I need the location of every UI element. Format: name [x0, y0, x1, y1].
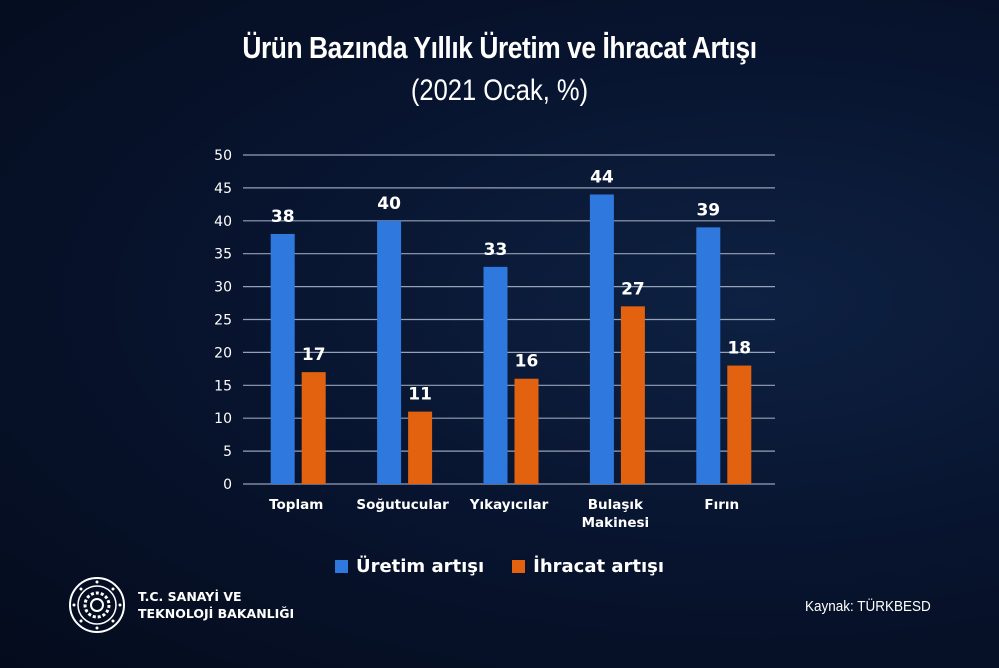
y-tick-label: 45: [214, 181, 232, 197]
y-tick-label: 10: [214, 411, 232, 427]
data-label: 44: [590, 167, 614, 187]
data-label: 38: [271, 207, 295, 227]
legend-item-export: İhracat artışı: [512, 556, 664, 577]
bar-export: [301, 372, 326, 484]
bar-export: [408, 411, 433, 484]
x-tick-label: Bulaşık: [588, 497, 644, 513]
y-tick-label: 35: [214, 247, 232, 263]
y-tick-label: 50: [214, 148, 232, 164]
data-label: 17: [302, 345, 326, 365]
data-label: 27: [621, 279, 645, 299]
data-label: 11: [408, 385, 432, 405]
data-label: 18: [727, 339, 751, 359]
bar-production: [270, 233, 295, 484]
chart-title: Ürün Bazında Yıllık Üretim ve İhracat Ar…: [242, 30, 757, 65]
bar-export: [727, 365, 752, 484]
legend-label-production: Üretim artışı: [355, 556, 485, 577]
legend-swatch-export: [512, 560, 526, 573]
y-tick-label: 0: [223, 477, 232, 493]
data-label: 39: [696, 200, 720, 220]
bar-export: [514, 378, 539, 484]
source-note: Kaynak: TÜRKBESD: [805, 598, 931, 615]
y-tick-label: 25: [214, 313, 232, 329]
logo-line2: TEKNOLOJİ BAKANLIĞI: [138, 606, 295, 621]
legend: Üretim artışı İhracat artışı: [0, 556, 999, 577]
data-label: 16: [515, 352, 539, 372]
y-tick-label: 40: [214, 214, 232, 230]
ministry-emblem-icon: [69, 577, 125, 633]
chart-subtitle: (2021 Ocak, %): [410, 74, 589, 107]
bar-production: [483, 266, 508, 484]
ministry-logo: T.C. SANAYİ VE TEKNOLOJİ BAKANLIĞI: [68, 576, 294, 634]
y-tick-label: 15: [214, 378, 232, 394]
y-tick-label: 30: [214, 280, 232, 296]
x-tick-label: Makinesi: [582, 515, 650, 531]
bar-export: [620, 306, 645, 484]
x-tick-label: Yıkayıcılar: [469, 497, 549, 513]
bar-chart: 0 5 10 15 20 25 30 35 40 45 50 38 17 Toplam 40 11 Soğutu…: [214, 148, 775, 531]
bar-production: [377, 220, 402, 485]
legend-item-production: Üretim artışı: [334, 556, 485, 577]
legend-label-export: İhracat artışı: [533, 556, 665, 577]
bar-production: [589, 194, 614, 485]
x-tick-label: Soğutucular: [356, 497, 449, 513]
legend-swatch-production: [334, 560, 348, 573]
logo-line1: T.C. SANAYİ VE: [138, 589, 242, 604]
x-tick-label: Toplam: [269, 497, 323, 513]
data-label: 33: [484, 240, 508, 260]
bar-production: [696, 227, 721, 484]
data-label: 40: [377, 194, 401, 214]
x-tick-label: Fırın: [704, 497, 739, 513]
y-tick-label: 20: [214, 345, 232, 361]
y-tick-label: 5: [223, 444, 232, 460]
